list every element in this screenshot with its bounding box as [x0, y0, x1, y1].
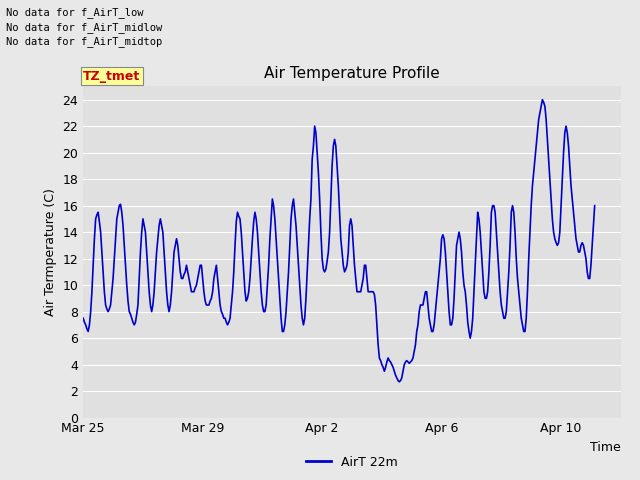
Title: Air Temperature Profile: Air Temperature Profile — [264, 66, 440, 81]
Text: TZ_tmet: TZ_tmet — [83, 70, 140, 83]
Text: No data for f_AirT_midtop: No data for f_AirT_midtop — [6, 36, 163, 47]
Y-axis label: Air Termperature (C): Air Termperature (C) — [44, 188, 57, 316]
Text: No data for f_AirT_midlow: No data for f_AirT_midlow — [6, 22, 163, 33]
Text: No data for f_AirT_low: No data for f_AirT_low — [6, 7, 144, 18]
X-axis label: Time: Time — [590, 441, 621, 454]
Legend: AirT 22m: AirT 22m — [301, 451, 403, 474]
